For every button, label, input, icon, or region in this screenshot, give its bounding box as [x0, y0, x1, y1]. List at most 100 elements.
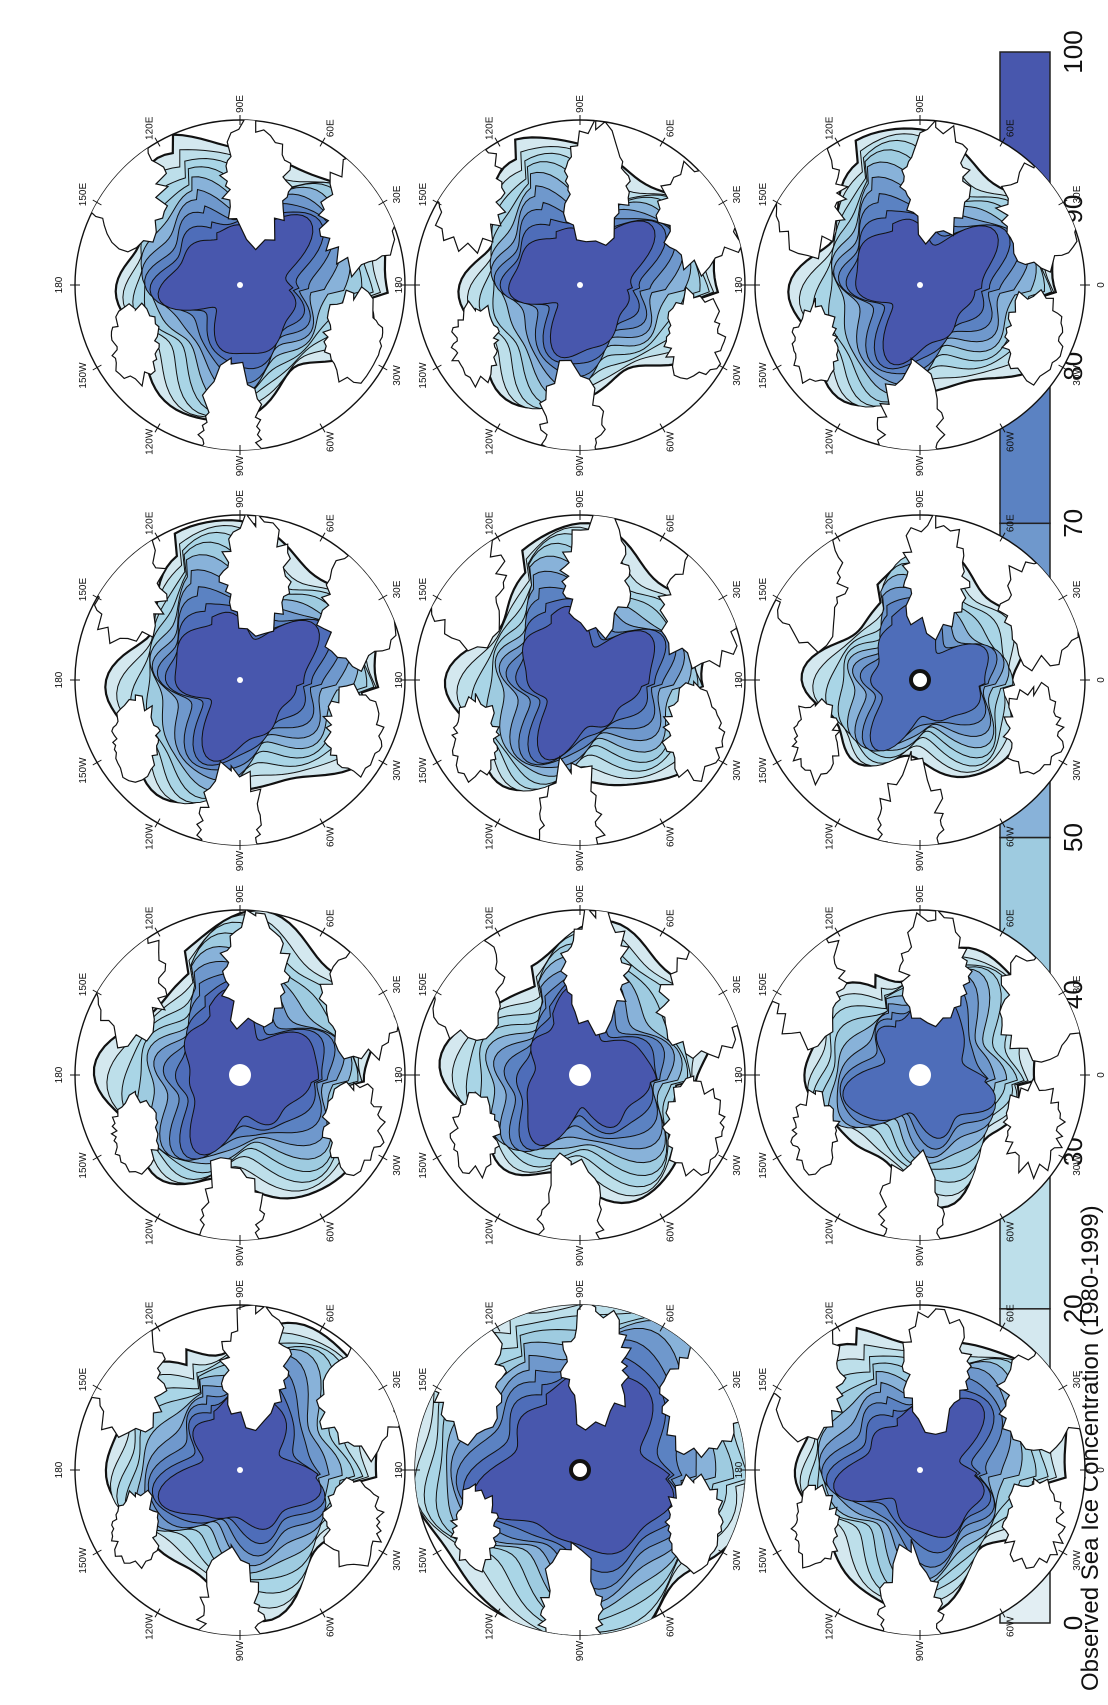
lon-label-150E: 150E: [78, 1367, 89, 1391]
lon-label-60W: 60W: [1006, 1616, 1017, 1637]
lon-label-30W: 30W: [392, 1550, 403, 1571]
land-mass: [876, 750, 945, 845]
pole-hole: [229, 1064, 251, 1086]
lon-label-120E: 120E: [825, 511, 836, 535]
lon-label-60E: 60E: [326, 1304, 337, 1322]
lon-label-90E: 90E: [915, 95, 926, 113]
lon-label-120W: 120W: [145, 428, 156, 455]
lon-label-90E: 90E: [575, 1280, 586, 1298]
lon-label-90W: 90W: [575, 455, 586, 476]
pole-hole: [569, 1064, 591, 1086]
land-mass: [538, 359, 606, 450]
lon-label-120E: 120E: [485, 511, 496, 535]
lon-label-150E: 150E: [418, 1367, 429, 1391]
lon-label-120E: 120E: [145, 116, 156, 140]
lon-label-30E: 30E: [732, 185, 743, 203]
lon-label-180: 180: [394, 1066, 405, 1083]
lon-tick: [1058, 1154, 1068, 1161]
lon-label-30W: 30W: [1072, 760, 1083, 781]
land-mass: [663, 285, 727, 380]
lon-tick: [494, 927, 501, 937]
lon-label-90W: 90W: [915, 1640, 926, 1661]
land-mass: [197, 356, 266, 450]
lon-tick: [659, 1213, 666, 1223]
lon-label-30E: 30E: [1072, 1370, 1083, 1388]
lon-tick: [154, 1608, 161, 1618]
lon-label-60W: 60W: [666, 1616, 677, 1637]
lon-tick: [378, 1549, 388, 1556]
land-mass: [790, 1088, 841, 1176]
lon-label-90W: 90W: [235, 455, 246, 476]
lon-label-150W: 150W: [418, 1547, 429, 1574]
land-mass: [1002, 1077, 1067, 1181]
land-mass: [790, 1483, 841, 1569]
lon-tick: [718, 989, 728, 996]
lon-tick: [718, 199, 728, 206]
lon-label-150W: 150W: [78, 757, 89, 784]
lon-tick: [319, 532, 326, 542]
lon-label-90E: 90E: [915, 490, 926, 508]
land-mass: [111, 694, 161, 783]
land-mass: [198, 1157, 266, 1240]
lon-tick: [834, 423, 841, 433]
lon-tick: [999, 137, 1006, 147]
lon-label-150E: 150E: [78, 972, 89, 996]
lon-label-180: 180: [394, 671, 405, 688]
lon-label-180: 180: [734, 671, 745, 688]
lon-label-90W: 90W: [575, 850, 586, 871]
lon-label-30W: 30W: [392, 365, 403, 386]
lon-tick: [999, 818, 1006, 828]
lon-tick: [432, 1549, 442, 1556]
land-mass: [538, 755, 606, 845]
lon-label-30E: 30E: [392, 975, 403, 993]
lon-tick: [378, 594, 388, 601]
pole-hole: [237, 677, 243, 683]
lon-label-120E: 120E: [825, 1301, 836, 1325]
lon-tick: [834, 1608, 841, 1618]
lon-tick: [1058, 989, 1068, 996]
lon-label-60E: 60E: [1006, 514, 1017, 532]
lon-label-60E: 60E: [326, 119, 337, 137]
lon-label-120E: 120E: [485, 1301, 496, 1325]
lon-tick: [432, 1384, 442, 1391]
land-mass: [901, 515, 971, 641]
lon-label-150W: 150W: [758, 757, 769, 784]
lon-tick: [319, 818, 326, 828]
land-mass: [791, 297, 839, 385]
lon-label-60E: 60E: [666, 119, 677, 137]
lon-label-180: 180: [394, 1461, 405, 1478]
lon-label-30W: 30W: [392, 760, 403, 781]
lon-label-180: 180: [54, 276, 65, 293]
land-mass: [559, 515, 632, 640]
lon-label-180: 180: [54, 671, 65, 688]
lon-label-150W: 150W: [758, 1547, 769, 1574]
lon-label-120W: 120W: [145, 1218, 156, 1245]
lon-label-120W: 120W: [825, 1613, 836, 1640]
map-panel-r3-c2: 0 30E 60E 90E 120E 150E 180 150W 120W 90W 60W 30W: [725, 880, 1108, 1270]
lon-tick: [718, 1384, 728, 1391]
lon-label-180: 180: [394, 276, 405, 293]
lon-tick: [772, 1549, 782, 1556]
lon-label-30E: 30E: [392, 1370, 403, 1388]
lon-label-60E: 60E: [1006, 909, 1017, 927]
lon-label-90E: 90E: [575, 490, 586, 508]
land-mass: [1000, 288, 1064, 386]
lon-label-90E: 90E: [235, 1280, 246, 1298]
lon-tick: [154, 1322, 161, 1332]
lon-tick: [834, 532, 841, 542]
ice-contour-95: [855, 218, 999, 366]
pole-hole: [577, 282, 583, 288]
lon-label-150E: 150E: [78, 577, 89, 601]
pole-hole: [237, 282, 243, 288]
lon-label-120E: 120E: [485, 906, 496, 930]
lon-label-60W: 60W: [326, 1221, 337, 1242]
lon-tick: [718, 1549, 728, 1556]
lon-tick: [1058, 1549, 1068, 1556]
lon-label-120E: 120E: [825, 906, 836, 930]
